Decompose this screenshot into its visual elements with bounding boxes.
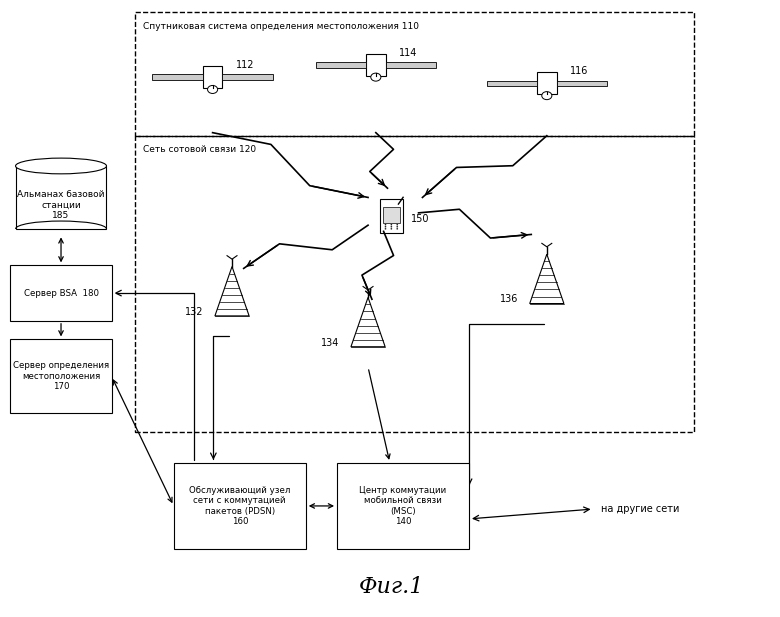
Text: 134: 134 bbox=[321, 337, 340, 347]
Bar bbox=[10, 339, 112, 413]
Bar bbox=[487, 81, 537, 86]
Bar bbox=[174, 463, 306, 549]
Circle shape bbox=[391, 226, 392, 228]
Ellipse shape bbox=[16, 158, 107, 174]
Circle shape bbox=[391, 224, 392, 225]
Text: на другие сети: на другие сети bbox=[601, 504, 679, 514]
Bar bbox=[10, 265, 112, 321]
Bar bbox=[135, 12, 694, 136]
Text: Центр коммутации
мобильной связи
(MSC)
140: Центр коммутации мобильной связи (MSC) 1… bbox=[360, 486, 447, 526]
Circle shape bbox=[396, 228, 398, 230]
Text: 136: 136 bbox=[500, 294, 519, 304]
Circle shape bbox=[385, 228, 386, 230]
Text: 150: 150 bbox=[411, 214, 429, 224]
Bar bbox=[337, 463, 469, 549]
Bar bbox=[366, 54, 385, 76]
Circle shape bbox=[385, 226, 386, 228]
Circle shape bbox=[396, 224, 398, 225]
Text: 114: 114 bbox=[399, 48, 417, 57]
Circle shape bbox=[207, 86, 218, 94]
Bar bbox=[222, 74, 273, 80]
Bar bbox=[383, 207, 399, 223]
Bar bbox=[380, 199, 403, 233]
Text: Фиг.1: Фиг.1 bbox=[359, 576, 424, 598]
Text: 132: 132 bbox=[186, 307, 204, 317]
Text: Сервер BSA  180: Сервер BSA 180 bbox=[23, 289, 98, 297]
Bar bbox=[537, 72, 557, 94]
Circle shape bbox=[370, 73, 381, 81]
Circle shape bbox=[396, 226, 398, 228]
Bar bbox=[203, 67, 222, 88]
Bar bbox=[152, 74, 203, 80]
Text: 112: 112 bbox=[236, 60, 254, 70]
Circle shape bbox=[391, 228, 392, 230]
Text: Обслуживающий узел
сети с коммутацией
пакетов (PDSN)
160: Обслуживающий узел сети с коммутацией па… bbox=[189, 486, 290, 526]
Bar bbox=[16, 166, 107, 229]
Circle shape bbox=[385, 224, 386, 225]
Text: 116: 116 bbox=[570, 66, 589, 76]
Text: Сервер определения
местоположения
170: Сервер определения местоположения 170 bbox=[13, 362, 109, 391]
Bar bbox=[316, 62, 366, 67]
Bar bbox=[557, 81, 607, 86]
Circle shape bbox=[542, 92, 552, 99]
Bar bbox=[135, 136, 694, 432]
Text: Спутниковая система определения местоположения 110: Спутниковая система определения местопол… bbox=[143, 22, 419, 31]
Text: Сеть сотовой связи 120: Сеть сотовой связи 120 bbox=[143, 145, 256, 154]
Bar bbox=[385, 62, 436, 67]
Text: Альманах базовой
станции
185: Альманах базовой станции 185 bbox=[17, 190, 105, 220]
